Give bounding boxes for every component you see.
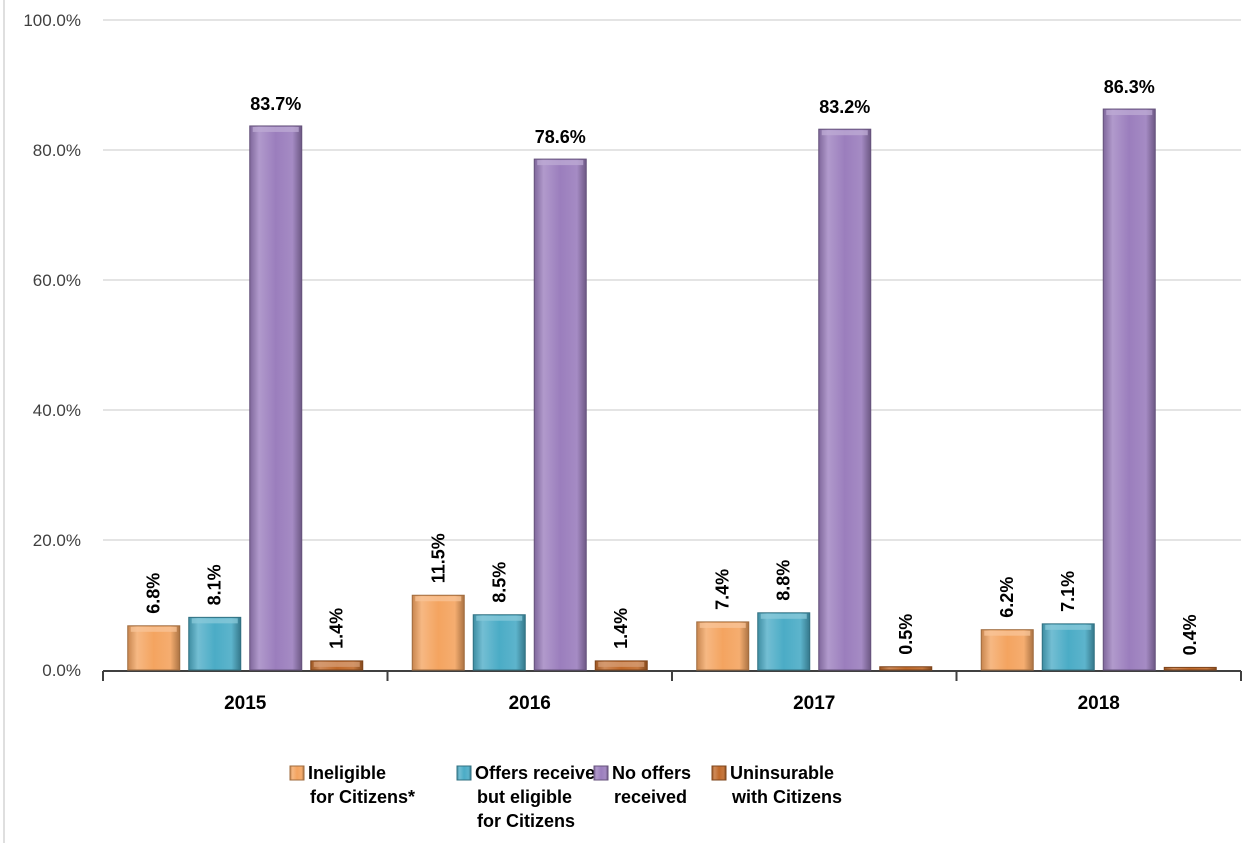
bar-bevel (191, 618, 238, 624)
bar-bevel (699, 622, 746, 628)
legend-label: Ineligible for Citizens* (308, 763, 415, 807)
data-label: 86.3% (1104, 77, 1155, 97)
bar (533, 158, 587, 671)
data-label: 8.1% (205, 564, 225, 605)
legend-item: Uninsurable with Citizens (711, 763, 842, 807)
bar (818, 128, 872, 671)
data-label: 6.8% (144, 573, 164, 614)
data-label: 83.2% (819, 97, 870, 117)
bar-bevel (984, 630, 1031, 636)
x-category-label: 2016 (509, 693, 551, 714)
bar (879, 666, 933, 671)
bar (1102, 108, 1156, 671)
bar-bevel (1106, 110, 1153, 116)
bar (411, 594, 465, 671)
bar (472, 614, 526, 671)
legend-label: No offers received (612, 763, 691, 807)
data-label: 8.5% (489, 562, 509, 603)
bar (188, 616, 242, 671)
data-label: 1.4% (327, 608, 347, 649)
axes: 0.0% 20.0% 40.0% 60.0% 80.0% 100.0% 2015 2016 20… (3, 0, 1242, 843)
x-category-label: 2015 (224, 693, 267, 714)
bar (1163, 666, 1217, 671)
x-category-label: 2018 (1078, 693, 1120, 714)
bar (757, 612, 811, 671)
data-label: 7.1% (1058, 571, 1078, 612)
data-label: 11.5% (428, 533, 448, 583)
y-tick-label: 60.0% (33, 271, 81, 290)
legend-swatch (593, 765, 609, 781)
bar (980, 629, 1034, 671)
bar-bevel (760, 613, 807, 619)
data-label: 83.7% (250, 94, 301, 114)
legend-swatch (289, 765, 305, 781)
bar (1041, 623, 1095, 671)
x-category-label: 2017 (793, 693, 835, 714)
data-label: 6.2% (997, 577, 1017, 618)
data-label: 0.4% (1180, 614, 1200, 655)
data-label: 78.6% (535, 127, 586, 147)
bar-bevel (130, 626, 177, 632)
legend-swatch (456, 765, 472, 781)
bar-bevel (415, 596, 462, 602)
data-label: 1.4% (611, 608, 631, 649)
legend-label: Offers received but eligible for Citizens (475, 763, 606, 831)
legend-item: Ineligible for Citizens* (289, 763, 415, 807)
legend-swatch (711, 765, 727, 781)
bar-bevel (537, 160, 584, 166)
bar (696, 621, 750, 671)
bar-bevel (252, 126, 299, 132)
y-tick-label: 20.0% (33, 531, 81, 550)
y-tick-label: 0.0% (42, 661, 81, 680)
legend-label: Uninsurable with Citizens (730, 763, 842, 807)
data-label: 0.5% (896, 614, 916, 655)
y-tick-label: 80.0% (33, 141, 81, 160)
y-tick-label: 100.0% (23, 11, 81, 30)
bar-bevel (821, 130, 868, 136)
bar-bevel (1045, 624, 1092, 630)
legend-item: Offers received but eligible for Citizens (456, 763, 606, 831)
bar (249, 125, 303, 671)
data-label: 7.4% (713, 569, 733, 610)
bar-bevel (313, 661, 360, 667)
bar-bevel (598, 661, 645, 667)
data-label: 8.8% (774, 560, 794, 601)
legend: Ineligible for Citizens* Offers received bu… (289, 763, 842, 831)
legend-item: No offers received (593, 763, 691, 807)
bar-bevel (476, 615, 523, 621)
bar (127, 625, 181, 671)
bars (127, 108, 1217, 671)
data-labels: 6.8% 8.1% 83.7% 1.4% 11.5% 8.5% 78.6% 1.4% 7.4% 8… (144, 77, 1201, 655)
y-tick-label: 40.0% (33, 401, 81, 420)
